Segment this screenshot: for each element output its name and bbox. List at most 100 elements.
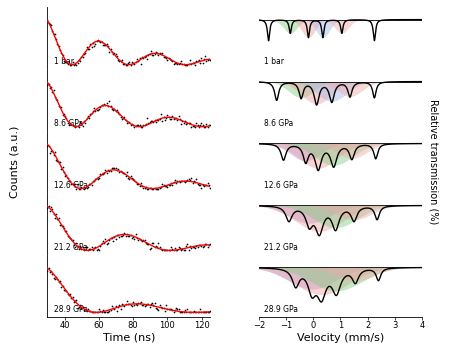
Point (194, 181, 201, 187)
Point (105, 308, 113, 314)
Point (139, 55, 147, 60)
Point (192, 58, 200, 63)
Point (200, 56, 208, 62)
Point (147, 185, 155, 191)
Point (146, 304, 154, 310)
Point (61, 114, 69, 120)
Point (129, 60, 137, 66)
Point (177, 121, 185, 127)
Point (59, 165, 66, 170)
Point (76, 119, 84, 125)
Point (182, 178, 190, 184)
Point (177, 248, 185, 253)
Point (72, 298, 79, 303)
Point (158, 248, 166, 253)
Point (104, 44, 112, 49)
Point (179, 246, 186, 252)
Point (180, 178, 188, 184)
Point (79, 185, 87, 191)
Point (107, 103, 114, 109)
Point (55, 43, 63, 49)
Point (186, 57, 194, 63)
Point (84, 306, 91, 312)
Point (59, 283, 66, 289)
Point (100, 42, 108, 48)
Point (176, 310, 184, 315)
Point (142, 122, 150, 127)
Point (91, 310, 98, 315)
Point (190, 308, 198, 314)
Point (131, 62, 138, 67)
Point (80, 247, 88, 253)
Point (78, 54, 85, 60)
Point (94, 246, 102, 252)
Point (98, 40, 105, 45)
Point (87, 41, 94, 47)
Point (54, 216, 61, 221)
Text: 28.9 GPa: 28.9 GPa (54, 305, 88, 314)
Point (112, 236, 119, 242)
Point (112, 51, 119, 57)
Point (75, 304, 83, 310)
Point (66, 235, 74, 241)
Point (160, 248, 167, 253)
Point (175, 177, 182, 183)
Point (196, 243, 204, 248)
Point (188, 62, 195, 67)
Point (44, 268, 51, 274)
Point (181, 307, 189, 313)
Point (176, 179, 184, 185)
Point (116, 111, 123, 117)
Point (73, 123, 80, 129)
Point (148, 51, 156, 57)
Text: 21.2 GPa: 21.2 GPa (264, 243, 298, 252)
Point (119, 170, 127, 176)
Point (80, 51, 88, 57)
Point (108, 235, 116, 241)
Point (47, 204, 55, 210)
Point (148, 240, 156, 246)
Point (166, 56, 173, 62)
Point (72, 61, 79, 67)
Point (185, 310, 192, 315)
Point (53, 36, 60, 42)
Point (113, 232, 120, 238)
Point (46, 208, 54, 213)
Point (117, 114, 124, 120)
Point (164, 112, 171, 118)
Point (190, 60, 198, 66)
Point (188, 310, 195, 315)
Point (73, 297, 80, 303)
Point (66, 179, 74, 184)
Point (56, 48, 64, 53)
Point (170, 179, 177, 185)
Point (179, 309, 186, 315)
Point (44, 82, 51, 88)
Point (123, 62, 131, 68)
Point (126, 176, 133, 182)
Point (192, 120, 200, 126)
Point (85, 116, 93, 121)
Point (119, 302, 127, 308)
Text: 8.6 GPa: 8.6 GPa (54, 119, 83, 128)
Point (60, 169, 68, 175)
Point (160, 182, 167, 188)
Point (156, 116, 164, 122)
Point (142, 240, 150, 246)
Point (180, 309, 188, 315)
Point (45, 81, 53, 87)
Point (120, 114, 128, 120)
Point (76, 302, 84, 308)
Point (116, 169, 123, 175)
Point (142, 302, 150, 308)
Point (89, 310, 97, 315)
Point (158, 305, 166, 311)
Point (152, 49, 160, 55)
Point (161, 184, 169, 189)
Point (194, 58, 201, 64)
Point (91, 108, 99, 113)
Point (204, 244, 211, 249)
Point (118, 170, 126, 175)
Point (54, 158, 61, 163)
Point (148, 300, 156, 306)
